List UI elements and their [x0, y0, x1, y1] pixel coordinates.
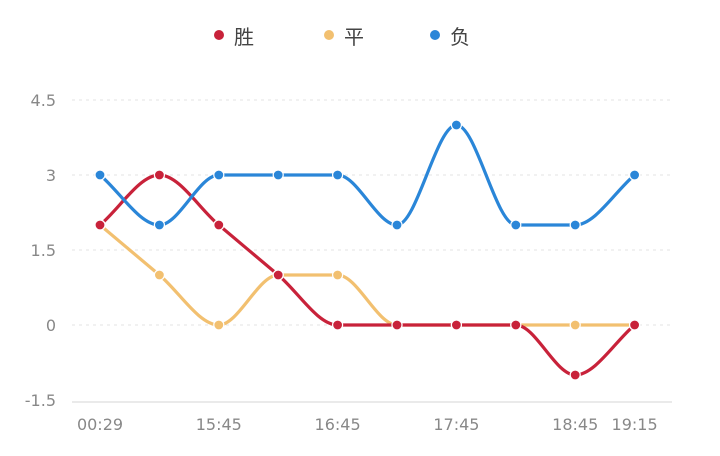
series-line-draw	[98, 223, 637, 327]
legend-label-draw: 平	[344, 24, 364, 49]
data-point-loss	[153, 219, 165, 231]
y-tick-label: 3	[46, 166, 56, 185]
legend-dot-loss	[430, 30, 440, 40]
data-point-draw	[213, 319, 225, 331]
data-point-win	[391, 319, 403, 331]
x-tick-label: 18:45	[552, 415, 598, 434]
legend-label-win: 胜	[234, 24, 254, 49]
data-point-loss	[332, 169, 344, 181]
data-point-loss	[510, 219, 522, 231]
data-point-loss	[450, 119, 462, 131]
data-point-loss	[391, 219, 403, 231]
y-tick-label: 1.5	[31, 241, 56, 260]
data-point-win	[94, 219, 106, 231]
data-point-win	[153, 169, 165, 181]
data-point-loss	[628, 169, 641, 181]
legend-item-win[interactable]: 胜	[214, 20, 254, 50]
x-tick-label: 16:45	[315, 415, 361, 434]
data-point-loss	[569, 219, 581, 231]
data-point-loss	[213, 169, 225, 181]
data-point-win	[272, 269, 284, 281]
data-point-win	[332, 319, 344, 331]
data-point-draw	[332, 269, 344, 281]
chart-legend: 胜 平 负	[0, 20, 720, 50]
data-point-win	[450, 319, 462, 331]
legend-label-loss: 负	[450, 24, 470, 49]
x-tick-label: 17:45	[433, 415, 479, 434]
series-line-loss	[98, 123, 637, 227]
data-point-win	[569, 369, 581, 381]
y-tick-label: 4.5	[31, 91, 56, 110]
data-point-loss	[272, 169, 284, 181]
legend-item-draw[interactable]: 平	[324, 20, 364, 50]
data-point-win	[510, 319, 522, 331]
data-point-draw	[569, 319, 581, 331]
series-line-win	[98, 173, 637, 377]
y-tick-label: 0	[46, 316, 56, 335]
legend-item-loss[interactable]: 负	[430, 20, 470, 50]
legend-dot-draw	[324, 30, 334, 40]
legend-dot-win	[214, 30, 224, 40]
data-point-win	[628, 319, 641, 331]
data-point-loss	[94, 169, 106, 181]
x-tick-label: 19:15	[612, 415, 658, 434]
data-point-win	[213, 219, 225, 231]
data-point-draw	[153, 269, 165, 281]
y-tick-label: -1.5	[25, 391, 56, 410]
x-tick-label: 15:45	[196, 415, 242, 434]
x-tick-label: 00:29	[77, 415, 123, 434]
